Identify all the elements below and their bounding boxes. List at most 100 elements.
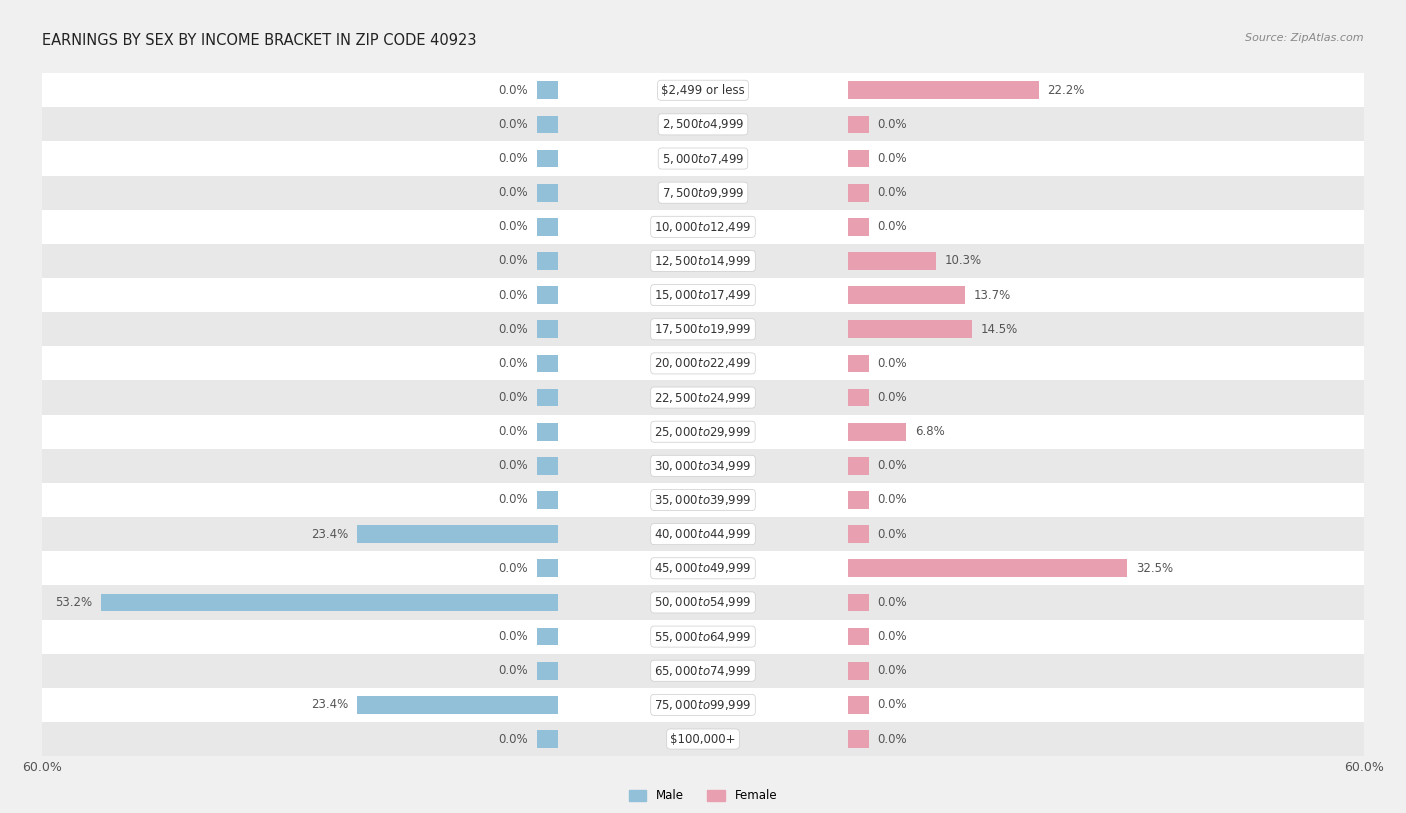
Bar — [0, 312, 1406, 346]
Text: $30,000 to $34,999: $30,000 to $34,999 — [654, 459, 752, 473]
Bar — [357, 696, 558, 714]
Bar — [537, 423, 558, 441]
Bar — [0, 107, 1406, 141]
Bar — [0, 210, 1406, 244]
Bar — [0, 244, 1406, 278]
Bar — [0, 517, 1406, 551]
Text: 6.8%: 6.8% — [915, 425, 945, 438]
Text: $17,500 to $19,999: $17,500 to $19,999 — [654, 322, 752, 337]
Bar — [0, 244, 1406, 278]
Bar — [0, 73, 1406, 107]
Bar — [0, 346, 1406, 380]
Text: 0.0%: 0.0% — [499, 391, 529, 404]
Text: $12,500 to $14,999: $12,500 to $14,999 — [654, 254, 752, 268]
Bar — [0, 483, 1406, 517]
Bar — [537, 320, 558, 338]
Text: 0.0%: 0.0% — [499, 664, 529, 677]
Bar — [848, 286, 966, 304]
Bar — [0, 620, 1406, 654]
Text: 0.0%: 0.0% — [499, 289, 529, 302]
Text: 0.0%: 0.0% — [877, 220, 907, 233]
Bar — [0, 312, 1406, 346]
Bar — [0, 278, 1406, 312]
Bar — [0, 141, 1406, 176]
Text: 0.0%: 0.0% — [499, 357, 529, 370]
Bar — [537, 389, 558, 406]
Text: 0.0%: 0.0% — [877, 493, 907, 506]
Text: 0.0%: 0.0% — [499, 733, 529, 746]
Bar — [537, 286, 558, 304]
Bar — [848, 559, 1128, 577]
Bar — [0, 210, 1406, 244]
Text: 0.0%: 0.0% — [499, 630, 529, 643]
Text: 0.0%: 0.0% — [877, 152, 907, 165]
Text: EARNINGS BY SEX BY INCOME BRACKET IN ZIP CODE 40923: EARNINGS BY SEX BY INCOME BRACKET IN ZIP… — [42, 33, 477, 47]
Bar — [537, 184, 558, 202]
Bar — [0, 517, 1406, 551]
Bar — [0, 244, 1406, 278]
Bar — [537, 81, 558, 99]
Bar — [0, 688, 1406, 722]
Text: 0.0%: 0.0% — [877, 664, 907, 677]
Bar — [0, 107, 1406, 141]
Bar — [357, 525, 558, 543]
Text: 32.5%: 32.5% — [1136, 562, 1173, 575]
Bar — [0, 176, 1406, 210]
Bar — [0, 517, 1406, 551]
Bar — [0, 654, 1406, 688]
Text: $15,000 to $17,499: $15,000 to $17,499 — [654, 288, 752, 302]
Bar — [0, 722, 1406, 756]
Text: 0.0%: 0.0% — [877, 596, 907, 609]
Bar — [0, 551, 1406, 585]
Text: 23.4%: 23.4% — [311, 528, 349, 541]
Bar — [848, 218, 869, 236]
Bar — [848, 730, 869, 748]
Bar — [0, 620, 1406, 654]
Text: $65,000 to $74,999: $65,000 to $74,999 — [654, 663, 752, 678]
Bar — [537, 457, 558, 475]
Text: 0.0%: 0.0% — [877, 528, 907, 541]
Text: $75,000 to $99,999: $75,000 to $99,999 — [654, 698, 752, 712]
Bar — [848, 491, 869, 509]
Bar — [848, 696, 869, 714]
Text: 23.4%: 23.4% — [311, 698, 349, 711]
Bar — [0, 176, 1406, 210]
Bar — [0, 346, 1406, 380]
Bar — [0, 688, 1406, 722]
Text: 0.0%: 0.0% — [499, 562, 529, 575]
Bar — [848, 457, 869, 475]
Bar — [0, 312, 1406, 346]
Bar — [848, 593, 869, 611]
Bar — [0, 654, 1406, 688]
Text: Source: ZipAtlas.com: Source: ZipAtlas.com — [1246, 33, 1364, 42]
Text: $20,000 to $22,499: $20,000 to $22,499 — [654, 356, 752, 371]
Text: $40,000 to $44,999: $40,000 to $44,999 — [654, 527, 752, 541]
Bar — [0, 483, 1406, 517]
Bar — [848, 354, 869, 372]
Text: 0.0%: 0.0% — [877, 357, 907, 370]
Bar — [0, 415, 1406, 449]
Text: 0.0%: 0.0% — [499, 84, 529, 97]
Bar — [0, 278, 1406, 312]
Text: $5,000 to $7,499: $5,000 to $7,499 — [662, 151, 744, 166]
Text: 10.3%: 10.3% — [945, 254, 981, 267]
Text: 0.0%: 0.0% — [499, 186, 529, 199]
Text: 0.0%: 0.0% — [877, 630, 907, 643]
Bar — [537, 662, 558, 680]
Bar — [0, 380, 1406, 415]
Text: 0.0%: 0.0% — [499, 425, 529, 438]
Text: 0.0%: 0.0% — [499, 220, 529, 233]
Bar — [537, 115, 558, 133]
Bar — [537, 218, 558, 236]
Text: $22,500 to $24,999: $22,500 to $24,999 — [654, 390, 752, 405]
Bar — [0, 210, 1406, 244]
Bar — [0, 722, 1406, 756]
Text: $50,000 to $54,999: $50,000 to $54,999 — [654, 595, 752, 610]
Bar — [537, 559, 558, 577]
Bar — [0, 585, 1406, 620]
Text: 0.0%: 0.0% — [877, 698, 907, 711]
Text: 14.5%: 14.5% — [981, 323, 1018, 336]
Bar — [0, 585, 1406, 620]
Text: $10,000 to $12,499: $10,000 to $12,499 — [654, 220, 752, 234]
Bar — [0, 551, 1406, 585]
